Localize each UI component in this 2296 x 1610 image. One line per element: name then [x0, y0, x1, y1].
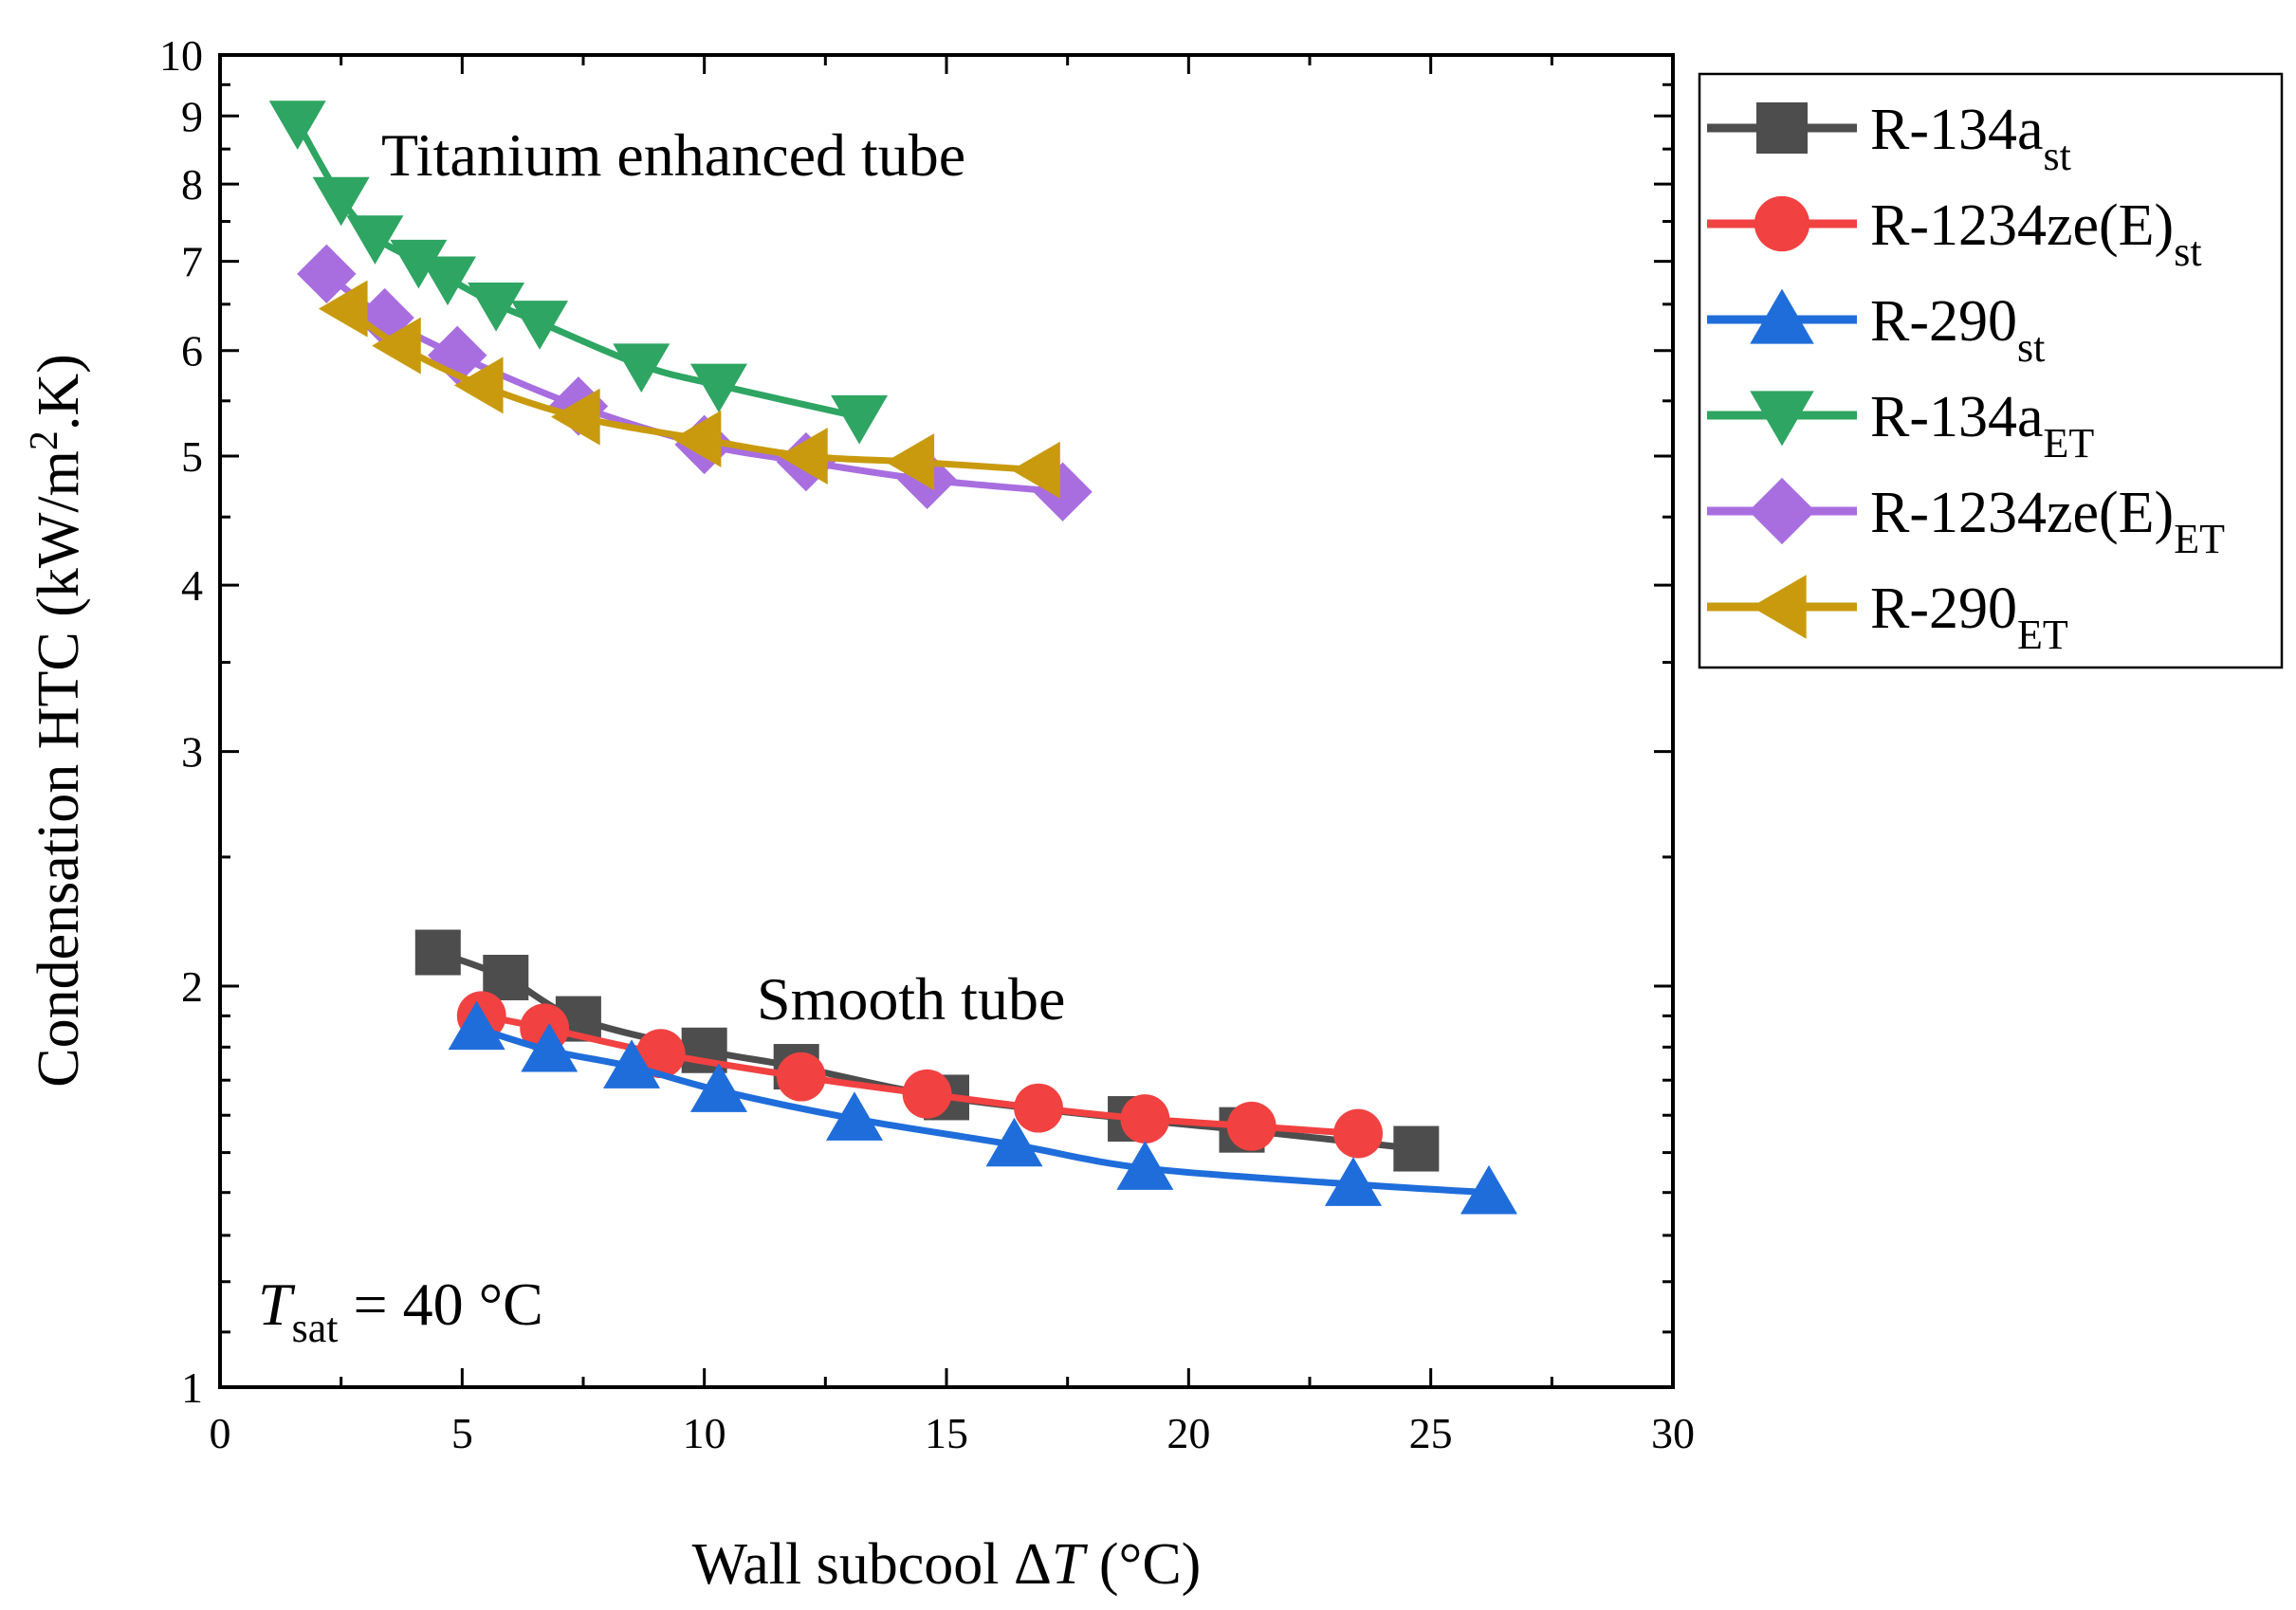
legend-marker: [1750, 288, 1814, 344]
x-tick-label: 20: [1166, 1409, 1210, 1457]
annotation-tsat: Tsat = 40 °C: [258, 1271, 543, 1351]
legend-item-5: R-290ET: [1707, 575, 2068, 658]
y-axis-ticks: 1 2 3 4 5 6 7 8 9 10: [159, 31, 1673, 1412]
legend-label: R-1234ze(E)st: [1870, 193, 2202, 275]
data-point: [419, 256, 477, 306]
data-point: [1116, 1141, 1174, 1190]
x-tick-label: 30: [1651, 1409, 1695, 1457]
data-point: [483, 954, 529, 1000]
legend-item-3: R-134aET: [1707, 385, 2094, 467]
data-point: [453, 357, 504, 414]
data-point: [825, 1091, 883, 1141]
y-tick-label: 7: [181, 238, 203, 286]
legend-marker: [1754, 195, 1810, 252]
annotation-smooth-tube: Smooth tube: [757, 965, 1065, 1033]
data-point: [1324, 1157, 1382, 1206]
data-point: [603, 1039, 661, 1089]
data-point: [776, 1052, 826, 1102]
data-point: [346, 215, 404, 265]
data-point: [468, 283, 525, 332]
data-point: [268, 101, 326, 150]
legend: R-134ast R-1234ze(E)st R-290st R-134aET R-12…: [1698, 72, 2284, 669]
x-tick-label: 15: [925, 1409, 968, 1457]
legend-marker: [1756, 102, 1808, 154]
data-point: [1120, 1094, 1170, 1143]
data-point: [689, 363, 747, 413]
data-point: [689, 1063, 747, 1112]
y-axis-title: Condensation HTC (kW/m2.K): [23, 354, 91, 1088]
y-tick-label: 10: [159, 31, 203, 80]
legend-item-0: R-134ast: [1707, 98, 2071, 179]
data-point: [885, 433, 935, 491]
series-3-ET: [268, 101, 889, 445]
x-tick-label: 0: [210, 1409, 231, 1457]
y-tick-label: 8: [181, 160, 203, 209]
data-point: [1393, 1125, 1440, 1172]
data-point: [1014, 1083, 1063, 1133]
data-point: [551, 388, 600, 446]
data-point: [635, 1029, 686, 1079]
series-line: [475, 1024, 1490, 1197]
series-2-st: [448, 1000, 1517, 1215]
legend-items: R-134ast R-1234ze(E)st R-290st R-134aET R-12…: [1707, 98, 2225, 658]
data-point: [671, 410, 722, 467]
legend-item-4: R-1234ze(E)ET: [1707, 477, 2225, 562]
y-tick-label: 3: [181, 728, 203, 777]
x-tick-label: 25: [1409, 1409, 1453, 1457]
data-point: [1011, 441, 1060, 499]
y-tick-label: 4: [181, 561, 203, 610]
x-tick-label: 5: [451, 1409, 473, 1457]
data-point: [1033, 462, 1093, 521]
y-tick-label: 6: [181, 327, 203, 375]
legend-box: [1698, 72, 2284, 669]
data-point: [448, 1000, 505, 1051]
legend-label: R-134aET: [1870, 385, 2094, 467]
data-point: [312, 176, 370, 227]
data-point: [902, 1069, 952, 1119]
legend-marker: [1751, 575, 1807, 639]
legend-label: R-290ET: [1870, 576, 2068, 658]
data-point: [511, 301, 569, 350]
data-point: [297, 244, 357, 304]
x-tick-label: 10: [683, 1409, 726, 1457]
series-5-ET: [318, 280, 1060, 499]
legend-label: R-1234ze(E)ET: [1870, 481, 2225, 562]
data-point: [414, 929, 461, 976]
legend-marker: [1750, 391, 1814, 447]
data-point: [1460, 1164, 1517, 1215]
data-point: [1226, 1101, 1277, 1151]
series-1-st: [456, 991, 1383, 1159]
data-point: [372, 317, 421, 375]
legend-item-1: R-1234ze(E)st: [1707, 193, 2202, 275]
data-point: [1333, 1108, 1383, 1159]
data-point: [521, 1022, 579, 1072]
x-axis-ticks: 0 5 10 15 20 25 30: [210, 55, 1695, 1457]
data-point: [831, 394, 889, 445]
annotation-enhanced-tube: Titanium enhanced tube: [381, 121, 965, 189]
data-point: [985, 1117, 1043, 1167]
y-tick-label: 2: [181, 962, 203, 1011]
data-point: [779, 427, 828, 485]
y-tick-label: 1: [181, 1363, 203, 1412]
x-axis-title: Wall subcool ΔT (°C): [692, 1532, 1202, 1597]
data-point: [613, 343, 670, 393]
legend-label: R-290st: [1870, 289, 2045, 371]
series-layer: [268, 101, 1517, 1215]
y-tick-label: 5: [181, 432, 203, 481]
legend-item-2: R-290st: [1707, 288, 2045, 371]
legend-marker: [1748, 477, 1816, 545]
legend-label: R-134ast: [1870, 98, 2071, 179]
data-point: [390, 239, 448, 289]
y-tick-label: 9: [181, 92, 203, 140]
data-point: [318, 280, 368, 338]
